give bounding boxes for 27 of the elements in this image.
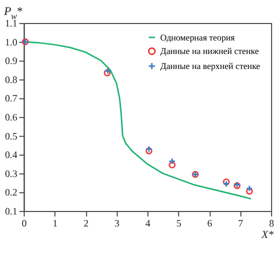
x-tick-label: 3 (114, 218, 120, 230)
legend-label: Данные на верхней стенке (160, 61, 260, 72)
point (168, 162, 176, 168)
y-tick-label: 0.9 (4, 56, 18, 68)
x-axis-title: X* (260, 229, 274, 242)
point (246, 185, 253, 192)
y-tick-label: 0.2 (4, 188, 18, 199)
x-tick-label: 5 (176, 218, 182, 230)
legend-label: Одномерная теория (160, 32, 235, 42)
x-tick-label: 2 (84, 218, 89, 230)
legend-label: Данные на нижней стенке (160, 46, 259, 56)
x-tick-label: 7 (238, 218, 244, 230)
y-tick-label: 1.1 (4, 18, 18, 30)
y-tick-label: 0.5 (4, 131, 18, 142)
x-tick-label: 6 (207, 218, 212, 230)
x-tick-label: 1 (52, 218, 58, 230)
x-tick-label: 8 (269, 218, 274, 230)
x-tick-label: 4 (145, 218, 150, 230)
y-tick-label: 0.4 (4, 150, 18, 162)
x-tick-label: 0 (22, 218, 27, 230)
y-tick-label: 0.1 (4, 206, 18, 218)
y-tick-label: 0.8 (4, 74, 18, 86)
y-tick-label: 0.6 (4, 112, 18, 124)
y-tick-label: 0.7 (4, 94, 18, 105)
point (168, 158, 176, 165)
y-tick-label: 0.3 (4, 168, 18, 180)
y-tick-label: 1.0 (4, 37, 18, 48)
